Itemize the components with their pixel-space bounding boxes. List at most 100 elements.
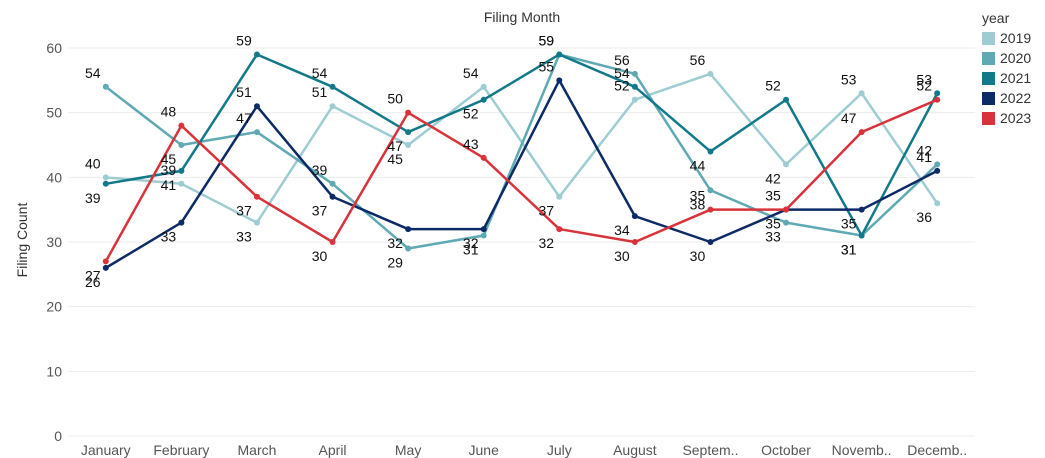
data-label-2023: 35 (690, 188, 706, 204)
data-label-2020: 29 (387, 254, 403, 270)
data-label-2022: 35 (841, 216, 857, 232)
data-point-2023 (934, 97, 940, 103)
x-tick-label: January (81, 442, 131, 458)
data-label-2022: 33 (161, 229, 177, 245)
y-tick-label: 20 (46, 299, 62, 315)
data-label-2021: 41 (161, 177, 177, 193)
data-label-2021: 54 (312, 65, 328, 81)
data-point-2019 (632, 97, 638, 103)
data-label-2020: 39 (312, 162, 328, 178)
legend: year 2019 2020 2021 2022 2023 (982, 10, 1031, 128)
legend-item-2023[interactable]: 2023 (982, 108, 1031, 128)
data-label-2021: 59 (236, 32, 252, 48)
data-point-2023 (556, 226, 562, 232)
data-label-2019: 37 (539, 203, 555, 219)
data-point-2023 (330, 239, 336, 245)
data-point-2022 (405, 226, 411, 232)
data-label-2022: 55 (539, 58, 555, 74)
data-label-2022: 34 (614, 222, 630, 238)
data-point-2022 (632, 213, 638, 219)
data-point-2022 (254, 103, 260, 109)
data-point-2022 (103, 265, 109, 271)
data-label-2023: 48 (161, 104, 177, 120)
y-tick-label: 50 (46, 105, 62, 121)
data-point-2022 (330, 194, 336, 200)
data-point-2019 (330, 103, 336, 109)
data-point-2023 (254, 194, 260, 200)
legend-label: 2022 (1000, 90, 1031, 106)
y-tick-label: 0 (54, 428, 62, 444)
legend-title: year (982, 10, 1031, 26)
data-label-2023: 43 (463, 136, 479, 152)
legend-swatch (982, 72, 995, 85)
y-tick-label: 10 (46, 363, 62, 379)
data-point-2022 (556, 77, 562, 83)
data-label-2023: 47 (841, 110, 857, 126)
data-label-layer: 40 39335145543752564253365445473929315956… (85, 32, 932, 289)
data-point-2021 (481, 97, 487, 103)
data-point-2019 (859, 90, 865, 96)
data-label-2022: 30 (690, 248, 706, 264)
data-label-2021: 54 (614, 65, 630, 81)
data-point-2020 (405, 245, 411, 251)
data-point-2019 (934, 200, 940, 206)
data-point-2019 (405, 142, 411, 148)
data-point-2021 (859, 233, 865, 239)
x-tick-label: March (238, 442, 277, 458)
data-point-2022 (707, 239, 713, 245)
data-label-2021: 39 (85, 190, 101, 206)
data-point-2021 (405, 129, 411, 135)
data-label-2023: 27 (85, 267, 101, 283)
legend-label: 2021 (1000, 70, 1031, 86)
data-point-2019 (254, 220, 260, 226)
legend-swatch (982, 112, 995, 125)
data-point-2023 (859, 129, 865, 135)
data-point-2020 (103, 84, 109, 90)
data-label-2022: 32 (387, 235, 403, 251)
legend-item-2021[interactable]: 2021 (982, 68, 1031, 88)
data-label-2019: 53 (841, 71, 857, 87)
series-layer (103, 51, 940, 270)
data-point-2020 (783, 220, 789, 226)
data-point-2020 (632, 71, 638, 77)
data-point-2023 (707, 207, 713, 213)
legend-item-2019[interactable]: 2019 (982, 28, 1031, 48)
data-point-2019 (178, 181, 184, 187)
x-tick-label: October (761, 442, 811, 458)
data-point-2023 (783, 207, 789, 213)
legend-item-2020[interactable]: 2020 (982, 48, 1031, 68)
y-axis-title: Filing Count (14, 203, 30, 278)
data-point-2021 (707, 148, 713, 154)
x-tick-label: Novemb.. (832, 442, 892, 458)
x-tick-label: June (469, 442, 500, 458)
data-label-2023: 37 (236, 203, 252, 219)
data-point-2021 (103, 181, 109, 187)
y-tick-label: 40 (46, 169, 62, 185)
x-tick-label: Septem.. (682, 442, 738, 458)
data-label-2021: 59 (539, 32, 555, 48)
data-label-2023: 52 (916, 78, 932, 94)
data-label-2021: 52 (765, 78, 781, 94)
legend-label: 2023 (1000, 110, 1031, 126)
legend-item-2022[interactable]: 2022 (982, 88, 1031, 108)
data-label-2023: 35 (765, 216, 781, 232)
legend-label: 2020 (1000, 50, 1031, 66)
data-point-2019 (481, 84, 487, 90)
x-tick-label: May (395, 442, 421, 458)
data-point-2020 (707, 187, 713, 193)
data-point-2020 (330, 181, 336, 187)
data-point-2021 (783, 97, 789, 103)
data-point-2023 (178, 123, 184, 129)
data-label-2022: 32 (463, 235, 479, 251)
series-line-2022 (106, 80, 937, 268)
data-label-2023: 50 (387, 91, 403, 107)
data-point-2022 (481, 226, 487, 232)
data-label-2022: 37 (312, 203, 328, 219)
x-tick-label: July (547, 442, 572, 458)
y-tick-label: 30 (46, 234, 62, 250)
data-label-2019: 36 (916, 209, 932, 225)
data-point-2022 (859, 207, 865, 213)
data-point-2020 (481, 233, 487, 239)
chart-title: Filing Month (484, 9, 560, 25)
